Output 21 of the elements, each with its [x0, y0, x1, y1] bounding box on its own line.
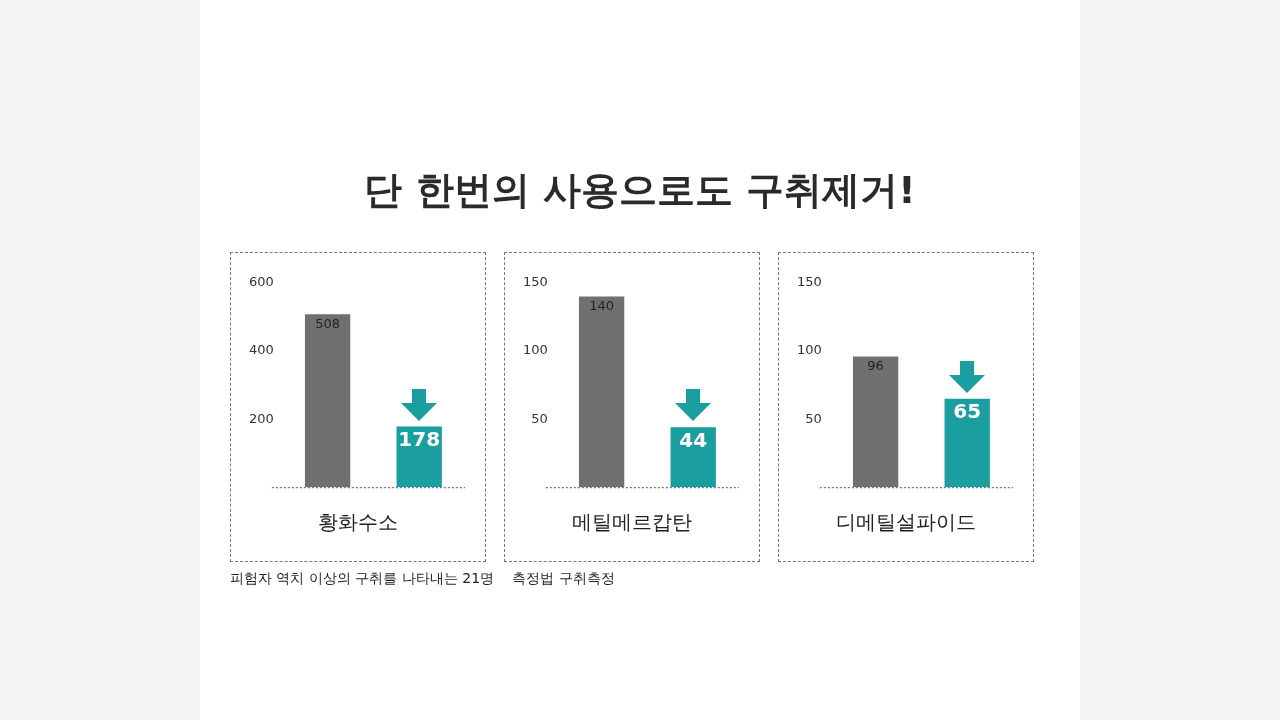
y-tick-label: 150	[522, 274, 548, 290]
y-tick-label: 100	[522, 342, 548, 358]
y-tick-label: 100	[796, 342, 822, 358]
y-tick-label: 50	[805, 410, 822, 426]
y-tick-label: 150	[796, 274, 822, 290]
data-label: 178	[398, 426, 441, 451]
text: 측정법 구취측정	[512, 570, 615, 588]
data-label: 140	[589, 298, 615, 314]
text: 피험자 역치 이상의 구취를 나타내는 21명	[230, 570, 495, 588]
data-label: 508	[315, 316, 341, 332]
text: 단 한번의 사용으로도 구취제거!	[363, 167, 917, 214]
x-axis-title: 황화수소	[317, 509, 399, 536]
x-axis-title: 메틸메르캅탄	[571, 509, 693, 536]
y-tick-label: 600	[248, 274, 274, 290]
y-tick-label: 50	[531, 410, 548, 426]
data-label: 44	[679, 427, 708, 452]
x-axis-title: 디메틸설파이드	[835, 509, 977, 536]
data-label: 96	[867, 358, 884, 374]
data-label: 65	[953, 398, 982, 423]
y-tick-label: 200	[248, 410, 274, 426]
y-tick-label: 400	[248, 342, 274, 358]
